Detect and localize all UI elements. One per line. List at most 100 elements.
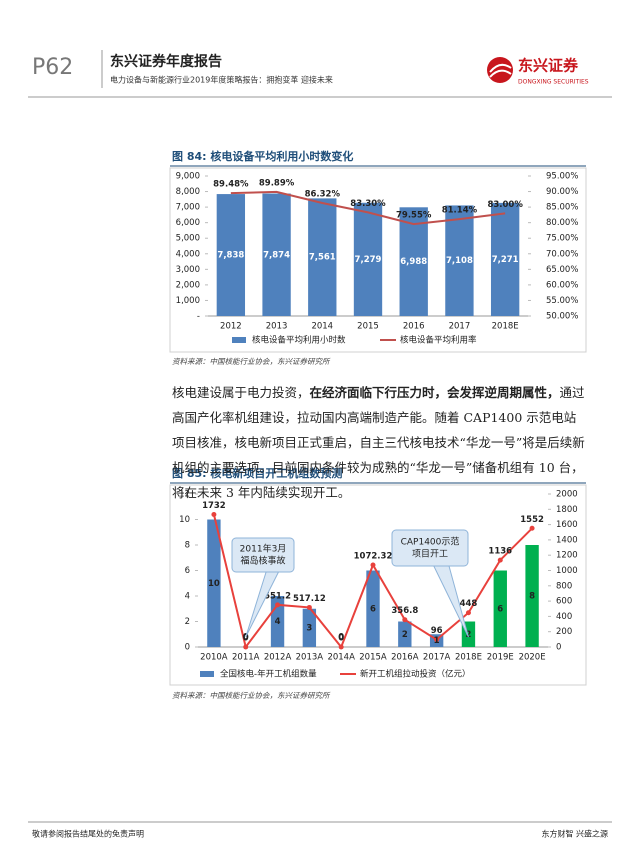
- footer-left: 敬请参阅报告结尾处的免责声明: [32, 829, 144, 839]
- line-value-label: 356.8: [391, 606, 418, 616]
- callout-text: 福岛核事故: [240, 555, 285, 567]
- y-tick-label: 3,000: [176, 265, 200, 275]
- y-tick-label: 9,000: [176, 172, 200, 182]
- callout-box: [391, 529, 469, 567]
- x-tick-label: 2017A: [423, 653, 451, 663]
- line-value-label: 81.14%: [442, 206, 478, 216]
- y2-tick-label: 1600: [556, 520, 578, 530]
- logo-wave: [489, 63, 512, 78]
- y-tick-label: 5,000: [176, 234, 200, 244]
- line-value-label: 1136: [488, 547, 512, 557]
- bar-value-label: 7,271: [492, 255, 519, 265]
- y-tick-label: 6,000: [176, 218, 200, 228]
- bar-value-label: 2: [402, 630, 408, 640]
- line-value-label: 89.89%: [259, 178, 295, 188]
- bar-value-label: 6,988: [400, 257, 427, 267]
- chart-frame: [169, 484, 587, 686]
- line-value-label: 448: [460, 599, 478, 609]
- legend-label: 新开工机组拉动投资（亿元）: [360, 669, 471, 680]
- y2-tick-label: 2000: [556, 490, 578, 500]
- y2-tick-label: 1400: [556, 535, 578, 545]
- x-tick-label: 2015A: [359, 653, 387, 663]
- y2-tick-label: 90.00%: [546, 187, 578, 197]
- x-tick-label: 2019E: [487, 653, 514, 663]
- bar: [353, 202, 383, 316]
- bar: [493, 570, 507, 647]
- y2-tick-label: 50.00%: [546, 312, 578, 322]
- bar: [302, 608, 317, 647]
- bar-value-label: 7,279: [355, 255, 382, 265]
- line-marker: [243, 644, 249, 650]
- header-subtitle: 电力设备与新能源行业2019年度策略报告：拥抱变革 迎接未来: [110, 75, 333, 85]
- bar-value-label: 0: [243, 633, 249, 643]
- line-value-label: 89.48%: [213, 180, 249, 190]
- line-marker: [306, 604, 312, 610]
- line-value-label: 0: [338, 634, 344, 644]
- text-run: 核电建设属于电力投资，: [172, 385, 310, 400]
- logo-text: 东兴证券: [518, 57, 579, 75]
- x-tick-label: 2013A: [296, 653, 324, 663]
- y2-tick-label: 85.00%: [546, 203, 578, 213]
- y-tick-label: -: [197, 312, 200, 322]
- chart-frame: [169, 167, 587, 353]
- y2-tick-label: 60.00%: [546, 280, 578, 290]
- x-tick-label: 2011A: [232, 653, 260, 663]
- text-run: 通过高国产化率机组建设，拉动国内高端制造产能。随着 CAP1400 示范电站项目…: [172, 385, 585, 500]
- line-marker: [434, 637, 440, 643]
- legend-swatch: [200, 671, 214, 677]
- bar-value-label: 7,108: [446, 256, 473, 266]
- y-tick-label: 2,000: [176, 280, 200, 290]
- y2-tick-label: 75.00%: [546, 234, 578, 244]
- source: 资料来源：中国核能行业协会，东兴证券研究所: [172, 691, 331, 700]
- x-tick-label: 2017: [449, 322, 471, 332]
- x-tick-label: 2012A: [264, 653, 292, 663]
- line-marker: [338, 644, 344, 650]
- y2-tick-label: 800: [556, 581, 572, 591]
- callout-text: 项目开工: [412, 549, 448, 560]
- x-tick-label: 2010A: [200, 653, 228, 663]
- body-paragraph: 核电建设属于电力投资，在经济面临下行压力时，会发挥逆周期属性，通过高国产化率机组…: [172, 380, 586, 505]
- line-series: [230, 190, 506, 226]
- y-tick-label: 8,000: [176, 187, 200, 197]
- callout-pointer: [245, 571, 279, 638]
- bar-value-label: 0: [338, 633, 344, 643]
- x-tick-label: 2018E: [455, 653, 482, 663]
- callout-pointer: [433, 565, 469, 638]
- y2-tick-label: 70.00%: [546, 249, 578, 259]
- bar: [262, 193, 291, 316]
- x-tick-label: 2018E: [492, 322, 519, 332]
- line-value-label: 517.12: [293, 594, 326, 604]
- bar-value-label: 10: [208, 579, 220, 589]
- line-value-label: 1732: [202, 501, 226, 511]
- line-value-label: 79.55%: [396, 211, 432, 221]
- logo-en: DONGXING SECURITIES: [518, 79, 589, 86]
- y2-tick-label: 600: [556, 597, 572, 607]
- line-marker: [275, 602, 281, 608]
- bar: [308, 198, 337, 316]
- y-tick-label: 10: [179, 515, 190, 525]
- y2-tick-label: 1800: [556, 505, 578, 515]
- line-marker: [529, 525, 535, 531]
- x-tick-label: 2012: [220, 322, 242, 332]
- x-tick-label: 2016A: [391, 653, 419, 663]
- bar-value-label: 1: [434, 636, 440, 646]
- legend-label: 核电设备平均利用小时数: [252, 335, 346, 346]
- y2-tick-label: 200: [556, 627, 572, 637]
- callout-box: [231, 537, 295, 573]
- x-tick-label: 2014A: [327, 653, 355, 663]
- line-value-label: 83.30%: [350, 199, 386, 209]
- legend-label: 核电设备平均利用率: [400, 335, 477, 346]
- line-value-label: 83.00%: [487, 200, 523, 210]
- callout-text: CAP1400示范: [401, 536, 460, 548]
- y-tick-label: 12: [179, 490, 190, 500]
- y2-tick-label: 80.00%: [546, 218, 578, 228]
- y2-tick-label: 0: [556, 643, 561, 653]
- y2-tick-label: 1200: [556, 551, 578, 561]
- x-tick-label: 2013: [266, 322, 288, 332]
- y-tick-label: 0: [185, 643, 190, 653]
- y-tick-label: 4: [185, 592, 190, 602]
- line-value-label: 1072.32: [354, 551, 393, 561]
- bar-value-label: 3: [306, 623, 312, 633]
